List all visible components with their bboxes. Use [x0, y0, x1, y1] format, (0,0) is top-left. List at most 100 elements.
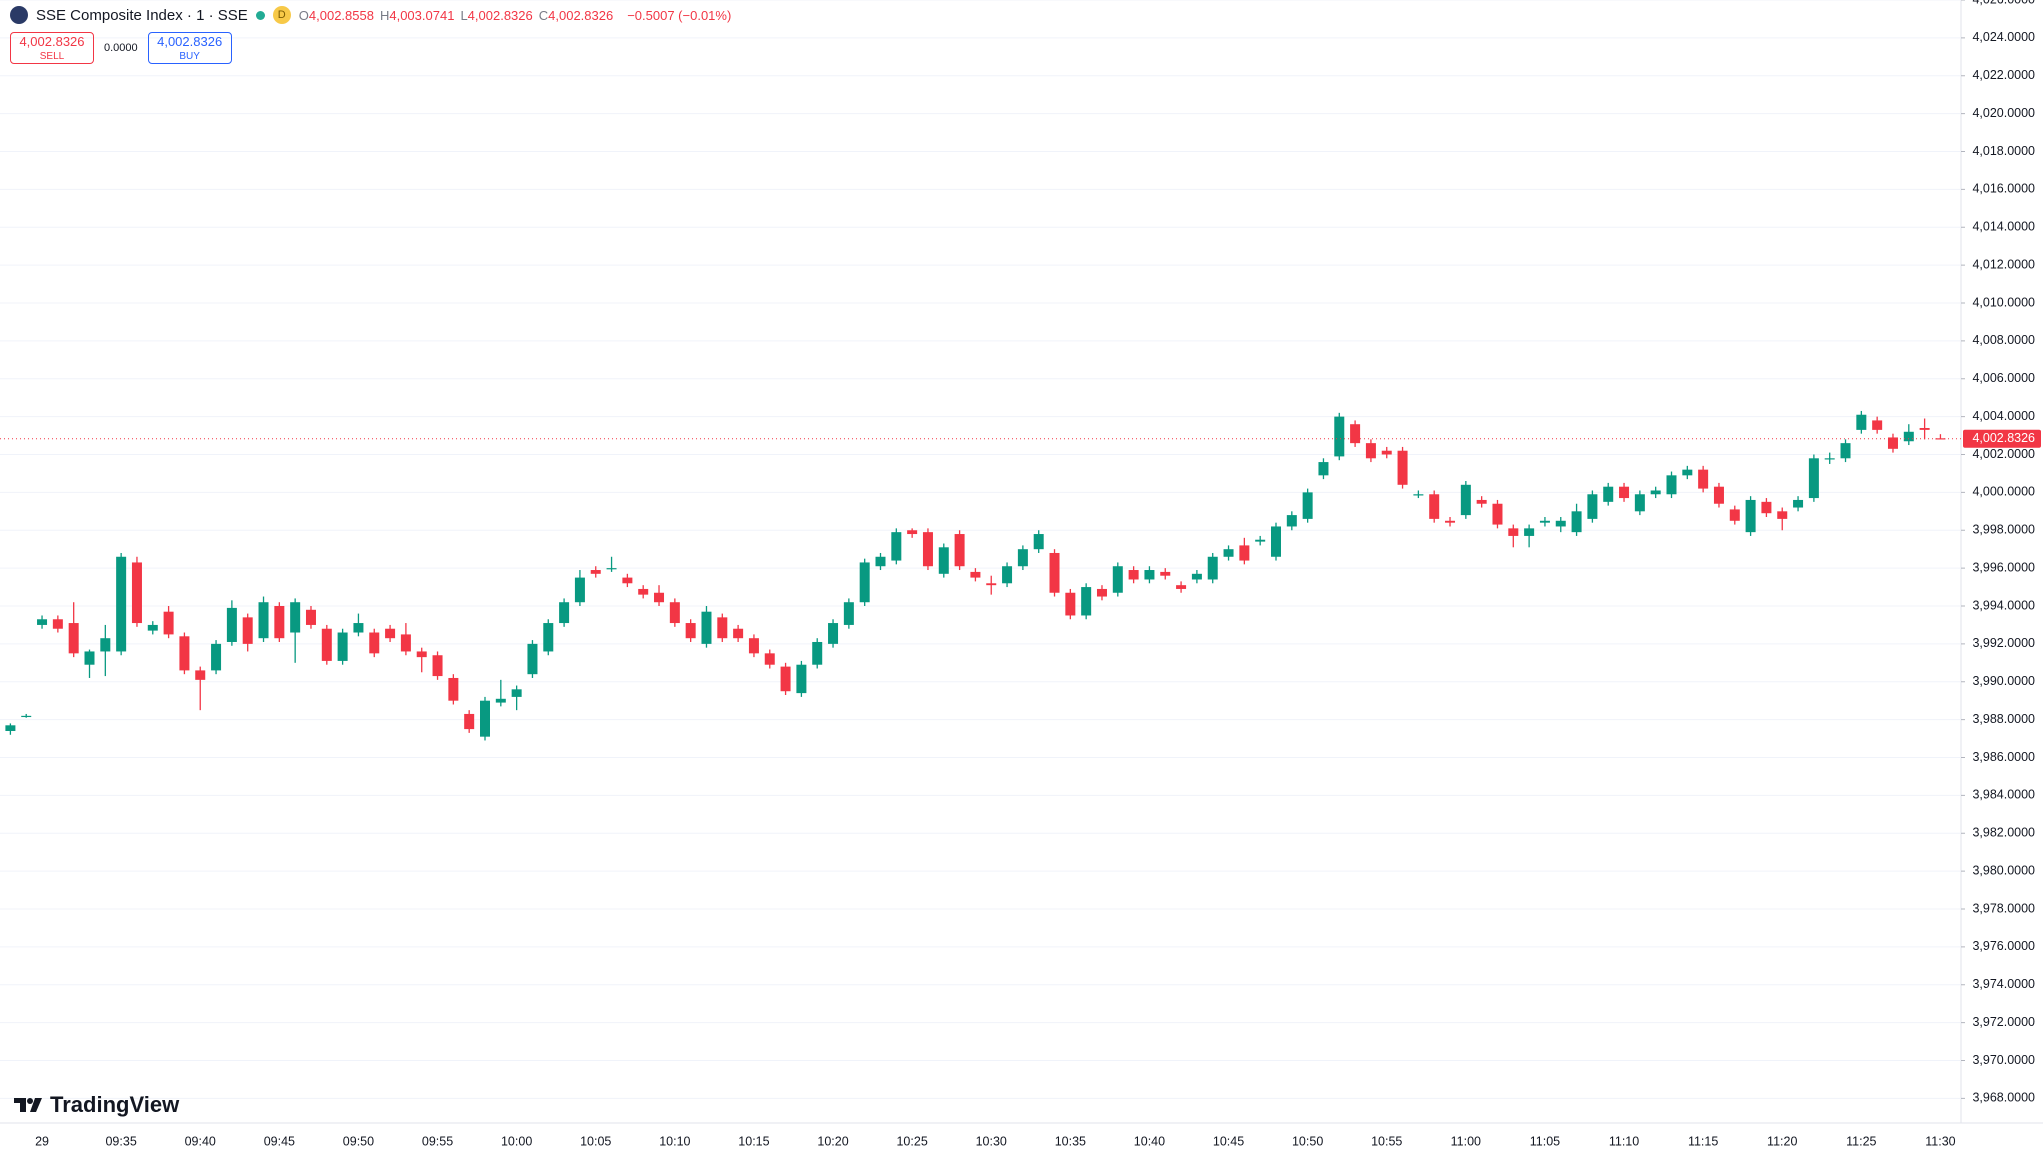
candle-body	[875, 556, 886, 567]
y-tick-label: 4,012.0000	[1972, 257, 2035, 271]
sell-label: SELL	[39, 51, 65, 62]
x-tick-label: 10:40	[1134, 1134, 1165, 1148]
candle-body	[37, 619, 48, 625]
candle-body	[1698, 469, 1709, 489]
candle-body	[84, 651, 95, 665]
y-tick-label: 3,976.0000	[1972, 939, 2035, 953]
candle-body	[1872, 420, 1883, 430]
x-tick-label: 10:55	[1371, 1134, 1402, 1148]
candle-body	[1144, 570, 1155, 580]
x-tick-label: 10:10	[659, 1134, 690, 1148]
candle-body	[780, 666, 791, 692]
candle-body	[1824, 458, 1835, 460]
y-tick-label: 4,026.0000	[1972, 0, 2035, 6]
candle-body	[1634, 494, 1645, 512]
candle-body	[290, 602, 301, 633]
y-tick-label: 4,020.0000	[1972, 106, 2035, 120]
candle-body	[685, 623, 696, 639]
candle-body	[353, 623, 364, 633]
candle-body	[1460, 484, 1471, 516]
candle-body	[891, 532, 902, 561]
candle-body	[1033, 534, 1044, 550]
candle-body	[1492, 503, 1503, 525]
candle-body	[907, 530, 918, 535]
candle-body	[147, 624, 158, 631]
y-tick-label: 3,992.0000	[1972, 636, 2035, 650]
candle-body	[970, 571, 981, 578]
x-tick-label: 10:15	[738, 1134, 769, 1148]
candle-body	[922, 532, 933, 567]
x-tick-label: 09:45	[264, 1134, 295, 1148]
y-tick-label: 3,998.0000	[1972, 523, 2035, 537]
x-tick-label: 09:50	[343, 1134, 374, 1148]
candle-body	[131, 562, 142, 624]
sell-button[interactable]: 4,002.8326 SELL	[10, 32, 94, 64]
candle-body	[1777, 511, 1788, 519]
candle-body	[385, 628, 396, 639]
candle-body	[1318, 462, 1329, 476]
y-tick-label: 3,970.0000	[1972, 1053, 2035, 1067]
candle-body	[1555, 520, 1566, 527]
legend-header: SSE Composite Index · 1 · SSE D O4,002.8…	[10, 6, 737, 24]
candle-body	[1840, 443, 1851, 459]
candle-body	[258, 602, 269, 639]
candle-body	[1508, 528, 1519, 536]
y-tick-label: 3,974.0000	[1972, 977, 2035, 991]
y-tick-label: 4,006.0000	[1972, 371, 2035, 385]
sell-price: 4,002.8326	[19, 34, 85, 49]
candle-body	[305, 609, 316, 625]
candle-body	[717, 617, 728, 639]
candle-body	[654, 592, 665, 603]
buy-button[interactable]: 4,002.8326 BUY	[147, 32, 232, 64]
ohlc-value: 4,002.8326	[467, 7, 533, 23]
candle-body	[1919, 427, 1930, 430]
x-tick-label: 11:15	[1688, 1134, 1718, 1148]
x-tick-label: 11:30	[1925, 1134, 1955, 1148]
y-tick-label: 4,024.0000	[1972, 30, 2035, 44]
y-tick-label: 3,980.0000	[1972, 863, 2035, 877]
candle-body	[1381, 450, 1392, 455]
y-tick-label: 4,008.0000	[1972, 333, 2035, 347]
candle-body	[1476, 499, 1487, 504]
candle-body	[1255, 539, 1266, 542]
candle-body	[938, 547, 949, 574]
status-dot	[255, 10, 265, 20]
brand-name: TradingView	[50, 1092, 180, 1117]
y-tick-label: 3,982.0000	[1972, 826, 2035, 840]
candle-body	[242, 617, 253, 644]
candle-body	[1413, 494, 1424, 496]
candle-body	[21, 715, 32, 718]
candle-body	[1002, 566, 1013, 584]
candle-body	[511, 689, 522, 697]
y-tick-label: 4,010.0000	[1972, 295, 2035, 309]
candle-body	[1397, 450, 1408, 485]
candle-body	[1619, 486, 1630, 499]
candle-body	[1445, 520, 1456, 523]
candle-body	[1745, 499, 1756, 533]
candle-body	[1365, 443, 1376, 459]
candle-body	[1603, 486, 1614, 502]
candle-body	[337, 632, 348, 661]
candle-body	[68, 623, 79, 654]
symbol-title[interactable]: SSE Composite Index · 1 · SSE	[36, 6, 248, 24]
candle-body	[1350, 424, 1361, 444]
x-tick-label: 09:40	[185, 1134, 216, 1148]
candle-body	[954, 534, 965, 567]
candle-body	[480, 700, 490, 737]
candle-body	[448, 677, 459, 701]
candle-body	[1587, 494, 1598, 519]
candle-body	[986, 583, 997, 586]
candle-body	[796, 664, 807, 694]
candle-body	[1334, 416, 1345, 457]
candle-body	[638, 588, 649, 595]
candle-body	[1239, 545, 1250, 561]
ohlc-key: L	[460, 7, 468, 23]
ohlc-key: C	[538, 7, 549, 23]
y-tick-label: 4,000.0000	[1972, 485, 2035, 499]
candle-body	[1096, 588, 1107, 597]
x-tick-label: 10:50	[1292, 1134, 1323, 1148]
candle-body	[274, 606, 285, 639]
candle-body	[1191, 573, 1202, 580]
